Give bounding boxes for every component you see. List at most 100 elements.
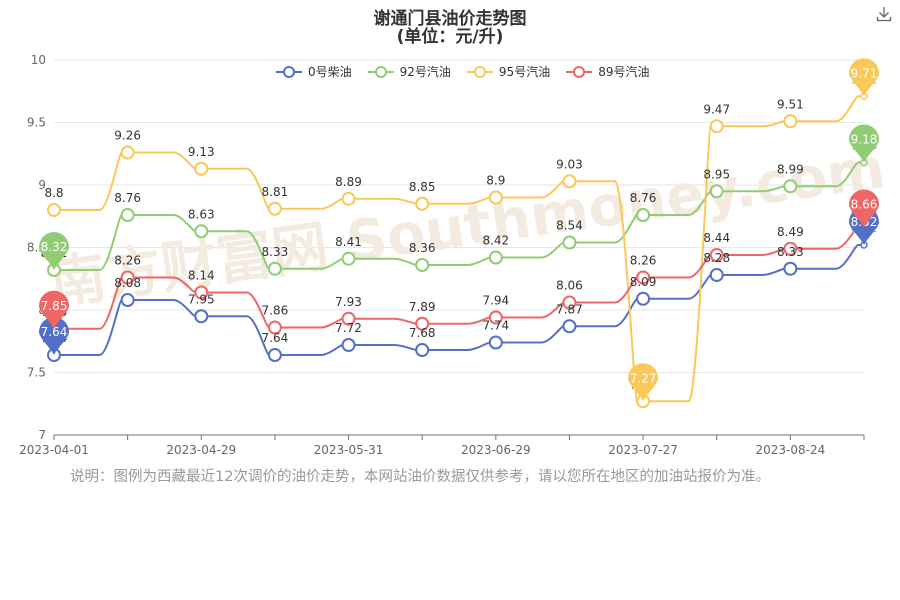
pin-label: 9.71: [851, 66, 878, 80]
max-pin: 9.71: [849, 58, 879, 97]
data-label: 8.89: [335, 175, 362, 189]
y-tick-label: 9.5: [27, 116, 46, 130]
data-label: 7.74: [482, 319, 509, 333]
legend-marker-icon: [367, 65, 394, 78]
x-tick-label: 2023-05-31: [314, 443, 384, 457]
data-label: 9.26: [114, 129, 141, 143]
legend: 0号柴油 92号汽油 95号汽油 89号汽油: [276, 63, 649, 80]
data-label: 7.95: [188, 292, 215, 306]
data-label: 8.41: [335, 235, 362, 249]
x-tick-label: 2023-04-01: [19, 443, 89, 457]
data-label: 7.89: [409, 300, 436, 314]
x-tick-label: 2023-06-29: [461, 443, 531, 457]
pin-shape: [849, 189, 879, 228]
data-point: [341, 338, 356, 352]
data-point: [709, 119, 724, 134]
data-label: 8.8: [44, 186, 63, 200]
series-0: [47, 241, 868, 362]
data-point: [488, 250, 503, 265]
data-point: [709, 248, 724, 262]
pin-label: 7.64: [41, 325, 68, 339]
x-tick-label: 2023-07-27: [608, 443, 678, 457]
pin-label: 7.85: [41, 299, 68, 313]
pin-shape: [39, 317, 69, 355]
data-point: [783, 114, 798, 129]
data-label: 8.85: [409, 180, 436, 194]
data-label: 8.26: [114, 254, 141, 268]
data-label: 8.76: [114, 191, 141, 205]
grid-lines: [54, 59, 864, 373]
data-point: [341, 251, 356, 266]
data-point: [783, 179, 798, 194]
data-point: [488, 335, 503, 350]
min-pin: 7.27: [628, 363, 659, 402]
data-label: 7.87: [556, 302, 583, 316]
max-pin: 8.66: [849, 189, 879, 228]
data-label: 7.72: [335, 321, 362, 335]
max-pin: 9.18: [849, 124, 879, 163]
y-tick-label: 7.5: [27, 366, 46, 380]
data-point: [488, 310, 503, 325]
data-point: [120, 208, 135, 222]
data-label: 8.42: [482, 234, 509, 248]
min-pin: 8.32: [39, 232, 69, 270]
extreme-pins: 7.648.327.277.858.529.189.718.66: [39, 58, 879, 402]
pin-label: 8.66: [851, 198, 878, 212]
data-label: 8.49: [777, 225, 804, 239]
legend-label: 92号汽油: [399, 65, 451, 79]
data-point: [194, 285, 209, 300]
data-point: [267, 348, 282, 362]
min-pin: 7.85: [39, 290, 69, 329]
legend-label: 89号汽油: [598, 65, 650, 79]
data-point: [341, 191, 356, 206]
legend-marker-icon: [466, 65, 493, 78]
legend-item[interactable]: 0号柴油: [276, 63, 352, 80]
chart-title: 谢通门县油价走势图: [373, 9, 527, 29]
data-point: [194, 161, 209, 176]
data-point: [267, 261, 282, 276]
series: [47, 92, 868, 409]
data-label: 7.64: [262, 331, 289, 345]
pin-shape: [849, 58, 879, 97]
data-point: [562, 295, 577, 310]
pin-shape: [39, 290, 69, 329]
data-point: [415, 196, 430, 211]
data-point: [783, 241, 798, 256]
watermark: 南方财富网 Southmoney.com: [46, 136, 889, 318]
footnote: 说明：图例为西藏最近12次调价的油价走势，本网站油价数据仅供参考，请以您所在地区…: [70, 469, 770, 485]
data-point: [194, 309, 209, 324]
data-point: [415, 343, 430, 357]
data-label: 8.99: [777, 162, 804, 176]
min-pin: 7.64: [39, 317, 69, 355]
data-point: [709, 184, 724, 199]
data-point: [120, 145, 135, 160]
chart-subtitle: (单位：元/升): [396, 27, 504, 47]
data-label: 8.28: [703, 251, 730, 265]
series-3: [47, 223, 868, 336]
legend-marker-icon: [276, 65, 302, 78]
data-label: 8.54: [556, 219, 583, 233]
data-label: 9.03: [556, 157, 583, 171]
data-label: 8.76: [630, 191, 657, 205]
legend-item[interactable]: 95号汽油: [466, 63, 550, 80]
legend-label: 0号柴油: [308, 65, 352, 79]
y-tick-label: 7: [38, 428, 46, 442]
data-point: [562, 174, 577, 189]
data-label: 8.06: [556, 279, 583, 293]
legend-item[interactable]: 92号汽油: [367, 63, 451, 80]
data-label: 8.33: [262, 245, 289, 259]
data-point: [341, 311, 356, 326]
data-label: 7.94: [482, 294, 509, 308]
data-point: [415, 316, 430, 331]
series-line: [54, 226, 864, 330]
pin-label: 9.18: [851, 133, 878, 147]
series-line: [54, 161, 864, 271]
data-label: 8.26: [630, 254, 657, 268]
data-label: 8.36: [409, 241, 436, 255]
data-label: 7.68: [409, 326, 436, 340]
data-label: 8.63: [188, 207, 215, 221]
legend-item[interactable]: 89号汽油: [566, 63, 649, 80]
download-icon[interactable]: [876, 6, 892, 22]
data-point: [636, 208, 651, 222]
data-label: 7.86: [262, 304, 289, 318]
